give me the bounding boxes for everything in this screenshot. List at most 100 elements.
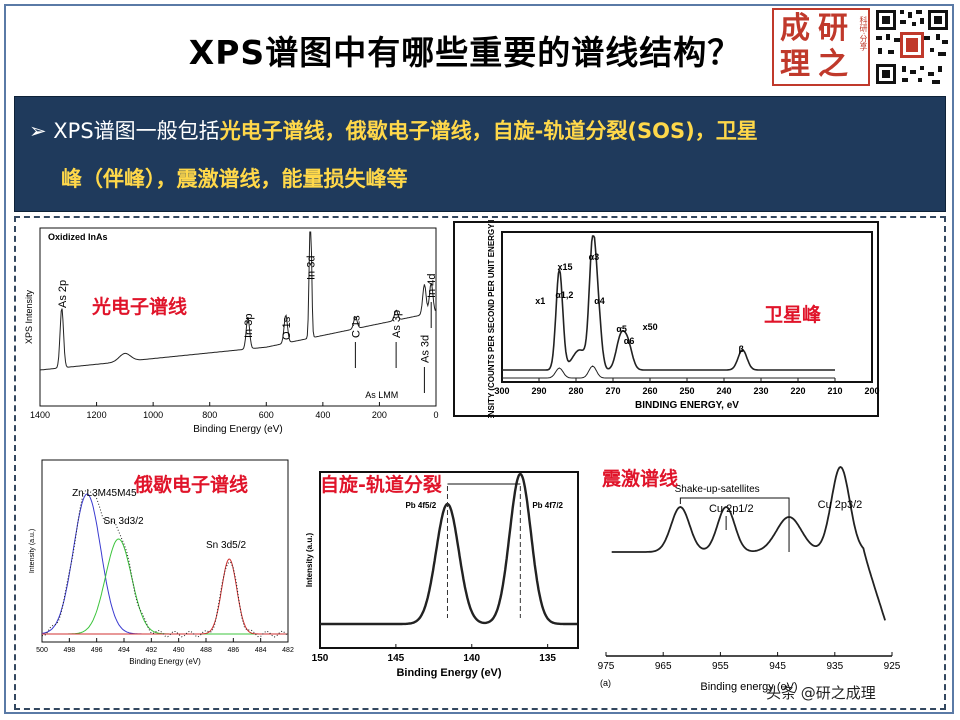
peak-label: As 2p xyxy=(57,280,69,308)
x-tick-label: 280 xyxy=(568,386,583,396)
peak-label: In 4d xyxy=(426,274,438,298)
peak-label: α1,2 xyxy=(555,290,573,300)
chart-title: Oxidized InAs xyxy=(48,232,108,242)
x-tick-label: 488 xyxy=(200,647,212,654)
peak-label: As 3d xyxy=(419,335,431,363)
y-axis-label: Intensity (a.u.) xyxy=(29,529,36,573)
annotation: As LMM xyxy=(365,390,398,400)
x-tick-label: 290 xyxy=(531,386,546,396)
peak-label: α6 xyxy=(624,336,635,346)
data-points-line xyxy=(42,489,289,638)
x-tick-label: 955 xyxy=(712,661,729,672)
sos-panel: 150 145 140 135 Binding Energy (eV) Intensity… xyxy=(300,452,590,696)
y-axis-label: XPS Intensity xyxy=(24,289,34,344)
peak-label: In 3p xyxy=(243,314,255,338)
x-tick-label: 230 xyxy=(753,386,768,396)
x-tick-label: 210 xyxy=(827,386,842,396)
peak-label: Cu 2p1/2 xyxy=(709,503,754,515)
x-axis-label: Binding Energy (eV) xyxy=(129,657,201,666)
x-tick-label: 300 xyxy=(494,386,509,396)
panel-tag: (a) xyxy=(600,678,611,688)
x-axis-label: Binding Energy (eV) xyxy=(396,667,501,679)
qr-code-icon xyxy=(874,8,950,86)
x-tick-label: 925 xyxy=(884,661,901,672)
logo-char: 研 xyxy=(818,11,848,46)
x-tick-label: 1000 xyxy=(143,410,163,420)
annotation: Shake-up-satellites xyxy=(675,484,760,495)
satellite-baseline xyxy=(502,365,835,379)
survey-spectrum-chart: 1400 1200 1000 800 600 400 200 0 Binding Energy … xyxy=(24,227,439,435)
x-tick-label: 965 xyxy=(655,661,672,672)
logo-side-text: 科研·分享 xyxy=(859,16,868,51)
satellite-panel: 300 290 280 270 260 250 240 230 220 210 200 BINDING… xyxy=(452,220,882,418)
bullet-icon: ➢ xyxy=(29,119,47,143)
x-tick-label: 975 xyxy=(598,661,615,672)
scale-label: x1 xyxy=(535,296,545,306)
survey-spectrum-line xyxy=(39,231,436,371)
peak-label: As 3p xyxy=(391,310,403,338)
label-shakeup: 震激谱线 xyxy=(602,468,679,490)
x-tick-label: 140 xyxy=(463,653,480,664)
label-auger: 俄歇电子谱线 xyxy=(134,474,249,496)
x-tick-label: 200 xyxy=(864,386,879,396)
plot-frame xyxy=(39,227,437,407)
x-tick-label: 400 xyxy=(315,410,330,420)
label-satellite: 卫星峰 xyxy=(764,304,822,326)
peak-label: Zn L3M45M45 xyxy=(72,488,137,499)
peak-label: Sn 3d5/2 xyxy=(206,540,246,551)
satellite-chart: 300 290 280 270 260 250 240 230 220 210 200 BINDING… xyxy=(453,220,880,418)
x-tick-label: 945 xyxy=(769,661,786,672)
x-tick-label: 200 xyxy=(372,410,387,420)
x-axis-label: Binding energy (eV) xyxy=(700,681,797,693)
peak-label: α5 xyxy=(616,324,627,334)
peak-label: Sn 3d3/2 xyxy=(104,516,144,527)
peak-label: In 3d xyxy=(305,256,317,280)
logo-char: 之 xyxy=(818,47,848,82)
banner-line-1: ➢ XPS谱图一般包括光电子谱线，俄歇电子谱线，自旋-轨道分裂(SOS)，卫星 xyxy=(29,115,758,145)
scale-label: x50 xyxy=(643,322,658,332)
x-tick-label: 1400 xyxy=(30,410,50,420)
x-tick-label: 490 xyxy=(173,647,185,654)
x-tick-label: 500 xyxy=(36,647,48,654)
x-tick-label: 220 xyxy=(790,386,805,396)
x-tick-label: 270 xyxy=(605,386,620,396)
slide-frame xyxy=(4,4,954,714)
auger-panel: 500 498 496 494 492 490 488 486 484 482 Binding En… xyxy=(22,452,294,696)
bracket-line xyxy=(679,497,790,552)
y-axis-label: INTENSITY (COUNTS PER SECOND PER UNIT EN… xyxy=(487,220,496,418)
label-sos: 自旋-轨道分裂 xyxy=(320,474,442,496)
plot-frame xyxy=(41,459,289,643)
peak-label: β xyxy=(739,344,745,354)
figure-area xyxy=(14,216,946,710)
watermark: 头条 @研之成理 xyxy=(766,684,876,702)
x-tick-label: 935 xyxy=(826,661,843,672)
sos-chart: 150 145 140 135 Binding Energy (eV) Intensity… xyxy=(305,471,579,679)
plot-frame xyxy=(319,471,579,649)
x-tick-label: 492 xyxy=(145,647,157,654)
banner-line-2: 峰（伴峰），震激谱线，能量损失峰等 xyxy=(61,167,408,191)
survey-spectrum-panel: 1400 1200 1000 800 600 400 200 0 Binding Energy … xyxy=(18,220,442,446)
x-tick-label: 600 xyxy=(259,410,274,420)
shakeup-chart: 975 965 955 945 935 925 Binding energy (eV) (a)… xyxy=(598,465,901,693)
x-axis-label: BINDING ENERGY, eV xyxy=(635,400,739,411)
x-tick-label: 0 xyxy=(433,410,438,420)
fit-component-line xyxy=(42,558,288,635)
x-tick-label: 498 xyxy=(63,647,75,654)
y-axis-label: Intensity (a.u.) xyxy=(305,533,314,588)
x-tick-label: 482 xyxy=(282,647,294,654)
x-axis-label: Binding Energy (eV) xyxy=(193,424,283,435)
x-tick-label: 135 xyxy=(539,653,556,664)
banner-highlight: 光电子谱线，俄歇电子谱线，自旋-轨道分裂(SOS)，卫星 xyxy=(219,119,758,143)
sos-line xyxy=(320,472,578,626)
label-photoelectron: 光电子谱线 xyxy=(92,296,188,318)
x-tick-label: 145 xyxy=(388,653,405,664)
x-tick-label: 250 xyxy=(679,386,694,396)
x-tick-label: 1200 xyxy=(87,410,107,420)
satellite-line xyxy=(502,235,835,371)
x-tick-label: 484 xyxy=(255,647,267,654)
x-tick-label: 260 xyxy=(642,386,657,396)
logo-char: 成 xyxy=(780,11,810,46)
fit-component-line xyxy=(41,493,288,635)
peak-label: Pb 4f7/2 xyxy=(532,501,563,510)
x-tick-label: 800 xyxy=(202,410,217,420)
